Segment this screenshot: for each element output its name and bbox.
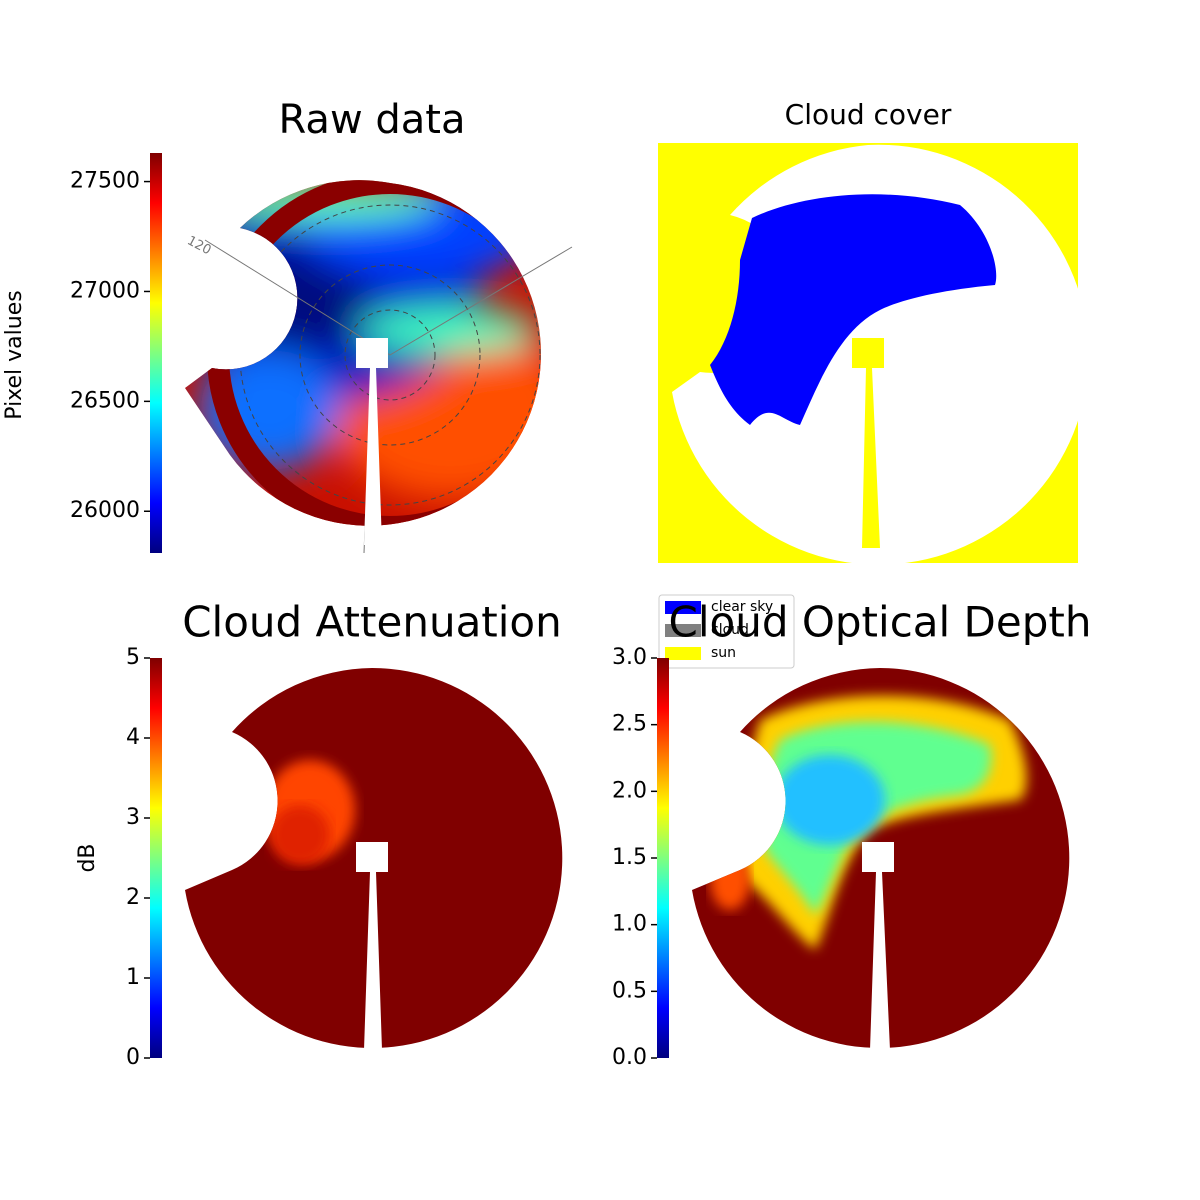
colorbar-tick-label: 27500 [70, 169, 140, 194]
clear-sky-region [710, 194, 997, 425]
legend-label: clear sky [711, 599, 773, 615]
colorbar-tick-label: 2.0 [612, 778, 647, 803]
colorbar-tick-label: 3.0 [612, 645, 647, 670]
panel-title: Cloud Attenuation [182, 598, 562, 647]
panel-title: Cloud Optical Depth [669, 598, 1092, 647]
sun-band [852, 338, 884, 548]
polar-label: 120 [184, 233, 213, 258]
colorbar-tick-label: 1.0 [612, 912, 647, 937]
colorbar-tick-label: 2 [126, 885, 140, 910]
legend-swatch [665, 624, 701, 637]
colorbar [657, 658, 669, 1058]
colorbar-tick-label: 26500 [70, 388, 140, 413]
colorbar-tick-label: 1.5 [612, 845, 647, 870]
polar-spoke [204, 239, 391, 356]
colorbar-tick-label: 3 [126, 805, 140, 830]
shadow-band [356, 338, 388, 545]
legend-label: cloud [711, 622, 749, 638]
colorbar-tick-label: 5 [126, 645, 140, 670]
legend-swatch [665, 647, 701, 660]
colorbar-tick-label: 0 [126, 1045, 140, 1070]
colorbar-tick-label: 4 [126, 725, 140, 750]
colorbar-label: dB [75, 843, 100, 872]
colorbar-tick-label: 1 [126, 965, 140, 990]
colorbar-tick-label: 27000 [70, 278, 140, 303]
panel-title: Raw data [279, 97, 466, 143]
panel-title: Cloud cover [785, 98, 952, 131]
shadow-band [356, 842, 388, 1050]
legend-label: sun [711, 645, 736, 661]
colorbar-tick-label: 26000 [70, 498, 140, 523]
legend-swatch [665, 601, 701, 614]
polar-spoke [389, 246, 573, 356]
colorbar-tick-label: 0.5 [612, 978, 647, 1003]
colorbar-tick-label: 2.5 [612, 712, 647, 737]
colorbar [150, 153, 162, 553]
colorbar [150, 658, 162, 1058]
colorbar-tick-label: 0.0 [612, 1045, 647, 1070]
colorbar-label: Pixel values [2, 290, 27, 419]
shadow-band [862, 842, 894, 1050]
